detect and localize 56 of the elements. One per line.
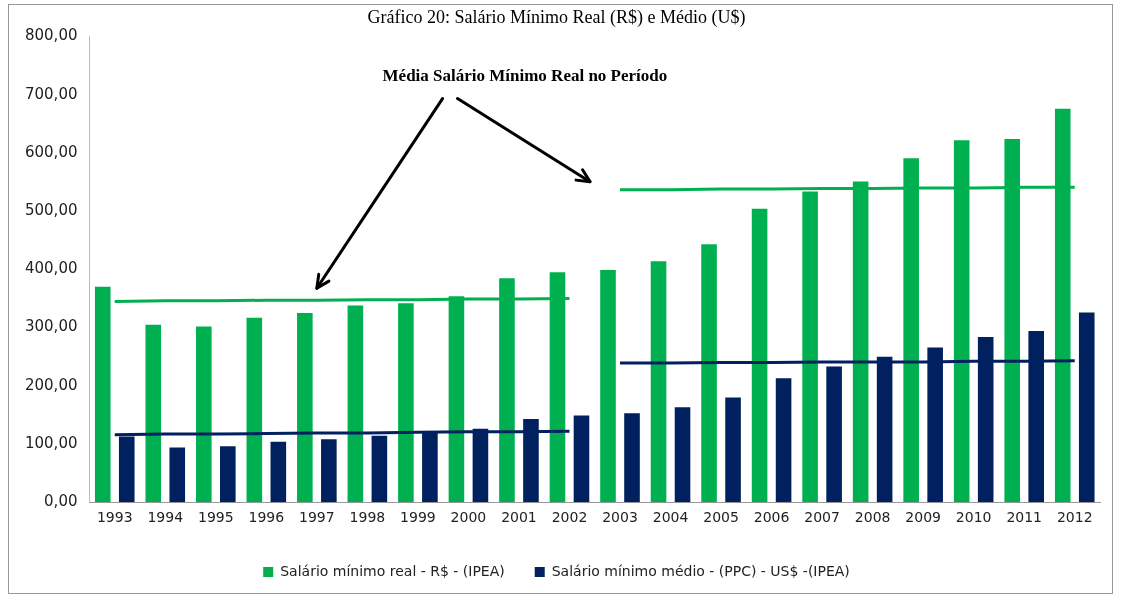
x-tick-label: 2003 bbox=[602, 509, 638, 526]
x-tick-label: 2006 bbox=[753, 509, 790, 526]
x-tick-label: 1998 bbox=[349, 509, 386, 526]
x-tick-label: 2008 bbox=[854, 509, 891, 526]
bar bbox=[371, 435, 388, 503]
x-tick-label: 1993 bbox=[96, 509, 133, 526]
x-tick-label: 2009 bbox=[905, 509, 941, 526]
bar bbox=[220, 446, 236, 503]
chart-title: Gráfico 20: Salário Mínimo Real (R$) e Médio (U$) bbox=[367, 6, 746, 28]
legend-label: Salário mínimo real - R$ - (IPEA) bbox=[280, 562, 505, 579]
y-tick-label: 200,00 bbox=[24, 375, 78, 394]
y-tick-label: 500,00 bbox=[24, 201, 78, 220]
x-tick-label: 2005 bbox=[703, 509, 739, 526]
y-tick-label: 800,00 bbox=[24, 26, 78, 45]
x-tick-label: 1997 bbox=[299, 509, 335, 526]
x-tick-label: 2012 bbox=[1056, 509, 1093, 526]
bar bbox=[297, 313, 313, 503]
bar bbox=[270, 441, 287, 503]
bar bbox=[600, 269, 616, 503]
bar bbox=[573, 415, 590, 503]
x-tick-label: 2007 bbox=[804, 509, 840, 526]
bar bbox=[725, 397, 741, 503]
bar bbox=[94, 286, 111, 503]
x-tick-label: 2000 bbox=[450, 509, 487, 526]
bar bbox=[398, 303, 414, 503]
x-tick-label: 2011 bbox=[1006, 509, 1043, 526]
y-tick-label: 100,00 bbox=[24, 433, 78, 452]
bar bbox=[674, 407, 691, 503]
bar bbox=[624, 413, 640, 503]
x-tick-label: 2010 bbox=[955, 509, 992, 526]
bar bbox=[701, 244, 717, 503]
bar bbox=[145, 324, 162, 503]
x-tick-label: 1999 bbox=[400, 509, 436, 526]
y-tick-label: 0,00 bbox=[44, 492, 78, 511]
legend-label: Salário mínimo médio - (PPC) - US$ -(IPEA) bbox=[551, 562, 850, 579]
bar bbox=[650, 261, 667, 503]
bar bbox=[826, 366, 842, 503]
x-tick-label: 2001 bbox=[501, 509, 537, 526]
bar bbox=[196, 326, 212, 503]
bar bbox=[775, 378, 792, 503]
x-tick-label: 1995 bbox=[197, 509, 234, 526]
bar bbox=[246, 317, 263, 503]
bar bbox=[1078, 312, 1095, 503]
bar bbox=[347, 305, 364, 503]
bar bbox=[169, 447, 186, 503]
y-tick-label: 400,00 bbox=[24, 259, 78, 278]
bar bbox=[321, 439, 337, 503]
x-tick-label: 1994 bbox=[147, 509, 184, 526]
bar bbox=[751, 208, 768, 503]
x-tick-label: 2004 bbox=[652, 509, 689, 526]
x-tick-label: 1996 bbox=[248, 509, 285, 526]
x-tick-label: 2002 bbox=[551, 509, 588, 526]
y-tick-label: 700,00 bbox=[24, 84, 78, 103]
y-tick-label: 600,00 bbox=[24, 142, 78, 161]
y-tick-label: 300,00 bbox=[24, 317, 78, 336]
annotation: Média Salário Mínimo Real no Período bbox=[382, 65, 668, 85]
